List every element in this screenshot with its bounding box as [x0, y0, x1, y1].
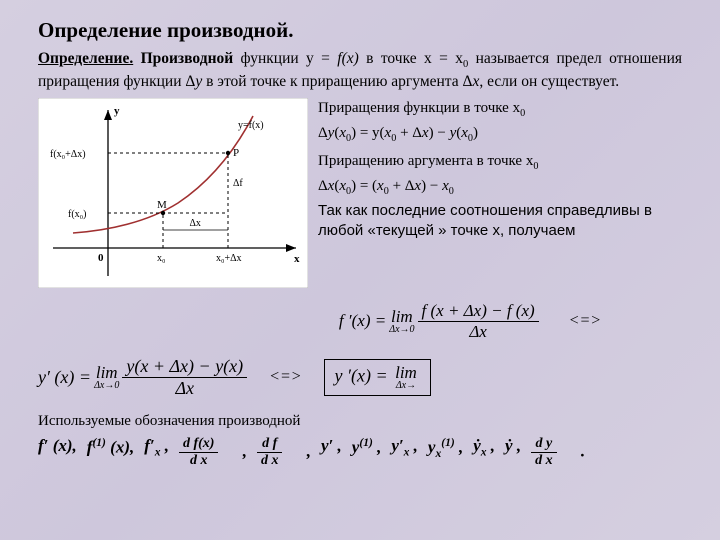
- definition-body: функции y = f(x) в точке x = x0 называет…: [38, 50, 682, 90]
- notation-item: f(1) (x),: [87, 436, 134, 469]
- derivative-graph: y x 0 y=f(x) f(x₀+Δx) f(x₀) M Px₀ x₀+Δx Δf Δx: [38, 98, 308, 293]
- svg-text:Δf: Δf: [233, 178, 243, 189]
- definition-paragraph: Определение. Производной функции y = f(x…: [38, 49, 682, 92]
- iff-arrow: <=>: [569, 312, 601, 330]
- svg-text:0: 0: [98, 252, 104, 264]
- notation-item: ẏx ,: [473, 436, 495, 469]
- iff-arrow: <=>: [269, 368, 301, 386]
- increment-text: Приращения функции в точке x0 Δy(x0) = y…: [308, 98, 682, 293]
- transition-note: Так как последние соотношения справедлив…: [318, 201, 682, 240]
- page-title: Определение производной.: [38, 18, 682, 43]
- equation-fprime: f ′(x) = limΔx→0 f (x + Δx) − f (x)Δx <=…: [268, 301, 682, 342]
- definition-lead: Производной: [141, 50, 234, 67]
- svg-text:x₀+Δx: x₀+Δx: [216, 253, 242, 264]
- notation-item: yx(1) ,: [428, 436, 463, 469]
- svg-text:f(x₀+Δx): f(x₀+Δx): [50, 149, 86, 160]
- notation-item: f′ (x),: [38, 436, 77, 469]
- svg-text:x₀: x₀: [157, 253, 166, 264]
- notation-item: d f(x)d x ,: [179, 436, 247, 469]
- notation-item: ẏ ,: [505, 436, 521, 469]
- svg-text:P: P: [233, 147, 239, 159]
- notation-item: y′ ,: [321, 436, 342, 469]
- svg-text:M: M: [157, 199, 167, 211]
- notation-item: y′x ,: [391, 436, 418, 469]
- svg-text:x: x: [294, 253, 300, 265]
- definition-label: Определение.: [38, 50, 133, 67]
- boxed-definition: y ′(x) = limΔx→: [324, 359, 431, 396]
- notation-item: y(1) ,: [352, 436, 382, 469]
- equation-yprime: y′ (x) = limΔx→0 y(x + Δx) − y(x)Δx <=> …: [38, 356, 682, 399]
- svg-text:Δx: Δx: [190, 218, 201, 229]
- svg-text:f(x₀): f(x₀): [68, 209, 86, 220]
- notation-item: f′x ,: [144, 436, 169, 469]
- notation-item: d yd x .: [531, 436, 585, 469]
- notation-item: d fd x ,: [257, 436, 311, 469]
- svg-text:y=f(x): y=f(x): [238, 120, 264, 131]
- notations-list: f′ (x), f(1) (x), f′x , d f(x)d x , d fd x ,…: [38, 436, 682, 469]
- notations-label: Используемые обозначения производной: [38, 413, 682, 430]
- svg-text:y: y: [114, 105, 120, 117]
